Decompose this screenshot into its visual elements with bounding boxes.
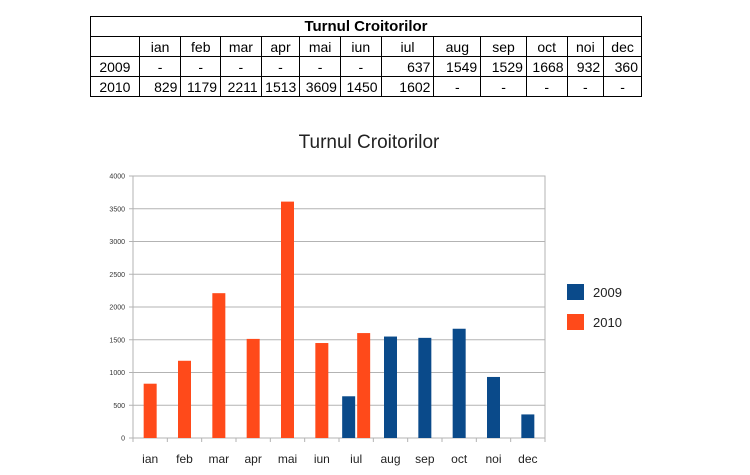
table-cell: 3609 (300, 77, 341, 97)
x-tick-label: sep (415, 452, 435, 466)
table-corner-cell (91, 37, 140, 57)
x-tick-label: ian (142, 452, 158, 466)
legend-swatch-2009 (567, 284, 584, 300)
legend-swatch-2010 (567, 314, 584, 330)
table-cell: 829 (139, 77, 181, 97)
table-cell: - (221, 57, 262, 77)
y-tick-label: 4000 (109, 174, 125, 181)
y-tick-label: 0 (121, 436, 125, 443)
table-cell: 1179 (181, 77, 221, 97)
chart-bars (144, 202, 535, 438)
x-tick-label: aug (380, 452, 400, 466)
bar-2010-iul (357, 333, 370, 438)
x-tick-label: iun (314, 452, 330, 466)
table-cell: 1513 (261, 77, 300, 97)
x-tick-label: iul (350, 452, 362, 466)
table-cell: - (261, 57, 300, 77)
table-cell: 1450 (340, 77, 381, 97)
table-header-cell: apr (261, 37, 300, 57)
bar-2009-sep (418, 338, 431, 438)
table-cell: - (139, 57, 181, 77)
y-tick-label: 1500 (109, 337, 125, 344)
table-cell: 1529 (481, 57, 527, 77)
bar-chart: Turnul Croitorilor 0 500 1000 1500 2000 2500 3… (0, 120, 750, 475)
bar-2010-mar (212, 293, 225, 438)
bar-2010-apr (247, 339, 260, 438)
bar-2010-ian (144, 384, 157, 438)
table-row: 2009 - - - - - - 637 1549 1529 1668 932 … (91, 57, 642, 77)
table-cell: - (567, 77, 604, 97)
chart-legend: 2009 2010 (567, 284, 622, 330)
table-cell: - (340, 57, 381, 77)
table-cell: 360 (604, 57, 642, 77)
table-title: Turnul Croitorilor (91, 17, 642, 37)
x-tick-label: apr (244, 452, 261, 466)
x-tick-label: mar (208, 452, 229, 466)
chart-title: Turnul Croitorilor (299, 132, 440, 153)
x-tick-label: feb (176, 452, 193, 466)
table-cell: - (181, 57, 221, 77)
y-tick-label: 3500 (109, 206, 125, 213)
table-cell: - (481, 77, 527, 97)
bar-2010-mai (281, 202, 294, 438)
x-tick-label: dec (518, 452, 537, 466)
table-header-cell: aug (434, 37, 481, 57)
table-header-cell: iun (340, 37, 381, 57)
table-cell: 2211 (221, 77, 262, 97)
table-header-cell: mai (300, 37, 341, 57)
table-header-row: ian feb mar apr mai iun iul aug sep oct … (91, 37, 642, 57)
legend-label-2009: 2009 (593, 285, 622, 300)
table-cell: 1602 (381, 77, 434, 97)
bar-2009-aug (384, 337, 397, 438)
table-header-cell: feb (181, 37, 221, 57)
table-header-cell: sep (481, 37, 527, 57)
table-cell: 1549 (434, 57, 481, 77)
table-cell: - (300, 57, 341, 77)
bar-2009-iul (342, 396, 355, 438)
table-row-year: 2010 (91, 77, 140, 97)
table-cell: 1668 (526, 57, 567, 77)
table-header-cell: iul (381, 37, 434, 57)
table-row-year: 2009 (91, 57, 140, 77)
table-header-cell: oct (526, 37, 567, 57)
table-cell: - (604, 77, 642, 97)
x-tick-label: oct (451, 452, 468, 466)
bar-2010-iun (315, 343, 328, 438)
x-tick-label: noi (485, 452, 501, 466)
y-tick-label: 3000 (109, 239, 125, 246)
table-cell: - (434, 77, 481, 97)
table-row: 2010 829 1179 2211 1513 3609 1450 1602 -… (91, 77, 642, 97)
y-tick-label: 2000 (109, 305, 125, 312)
table-cell: 932 (567, 57, 604, 77)
legend-label-2010: 2010 (593, 315, 622, 330)
bar-2009-dec (521, 414, 534, 438)
y-tick-label: 2500 (109, 272, 125, 279)
bar-2010-feb (178, 361, 191, 438)
y-tick-label: 1000 (109, 370, 125, 377)
chart-gridlines (133, 176, 545, 438)
data-table: Turnul Croitorilor ian feb mar apr mai i… (90, 16, 642, 97)
y-tick-label: 500 (113, 403, 125, 410)
bar-2009-noi (487, 377, 500, 438)
table-cell: - (526, 77, 567, 97)
x-tick-label: mai (278, 452, 297, 466)
table-cell: 637 (381, 57, 434, 77)
bar-2009-oct (453, 329, 466, 438)
table-header-cell: noi (567, 37, 604, 57)
table-header-cell: mar (221, 37, 262, 57)
table-header-cell: dec (604, 37, 642, 57)
table-header-cell: ian (139, 37, 181, 57)
